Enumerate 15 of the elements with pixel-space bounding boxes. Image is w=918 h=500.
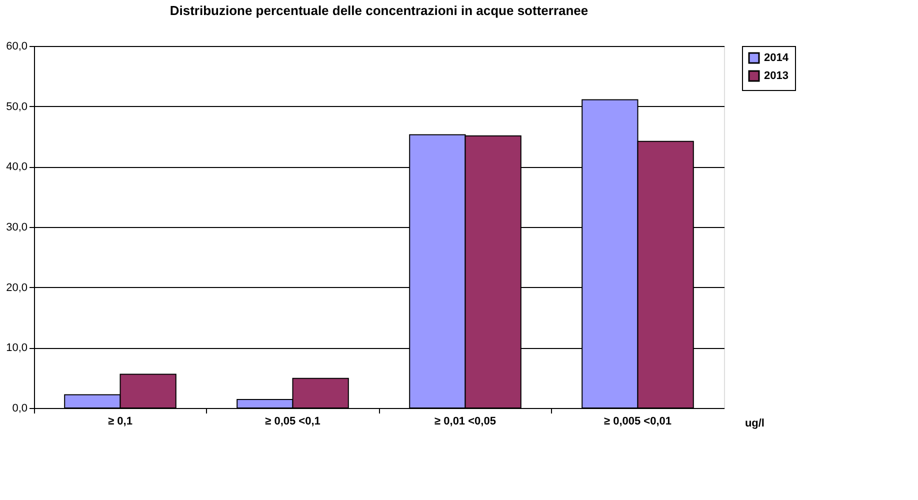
- x-tick-label: ≥ 0,05 <0,1: [265, 416, 320, 428]
- y-tick-label: 40,0: [6, 161, 28, 174]
- y-tick-label: 10,0: [6, 342, 28, 354]
- legend-label: 2014: [764, 52, 790, 64]
- legend-label: 2013: [764, 70, 788, 82]
- chart-title: Distribuzione percentuale delle concentrazioni in acque sotterranee: [170, 3, 588, 18]
- y-tick-label: 0,0: [12, 402, 28, 414]
- y-tick-label: 20,0: [6, 282, 28, 294]
- x-tick-label: ≥ 0,1: [108, 416, 132, 428]
- x-tick-label: ≥ 0,005 <0,01: [604, 416, 672, 428]
- x-axis-title: ug/l: [744, 418, 764, 430]
- x-tick-label: ≥ 0,01 <0,05: [434, 416, 496, 428]
- y-tick-label: 30,0: [6, 222, 28, 234]
- y-tick-label: 50,0: [6, 100, 28, 113]
- y-tick-label: 60,0: [6, 40, 28, 52]
